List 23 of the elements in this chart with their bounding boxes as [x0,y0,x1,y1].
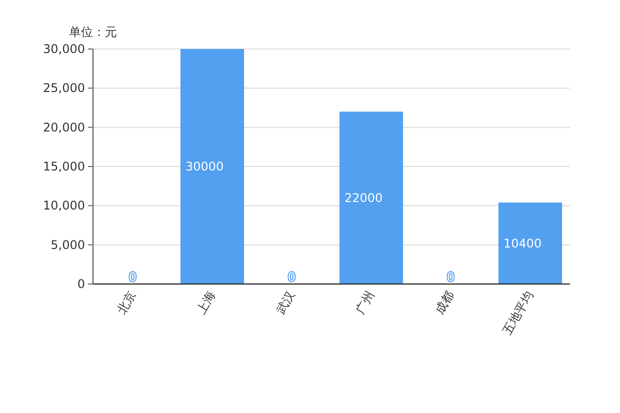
y-tick-label: 10,000 [43,198,85,213]
y-tick-label: 30,000 [43,42,85,56]
bar [498,202,562,284]
x-tick-label: 武汉 [274,288,298,316]
bar [180,49,244,284]
y-tick-label: 20,000 [43,120,85,134]
data-label: 0 [128,270,137,284]
y-tick-label: 15,000 [43,160,85,174]
x-tick-label: 北京 [114,288,139,316]
x-tick-label: 成都 [432,288,457,316]
data-label: 0 [446,270,455,284]
bar [339,112,404,284]
y-tick-label: 0 [77,277,85,291]
data-label: 0 [288,270,296,284]
x-tick-label: 广州 [353,288,378,316]
y-axis-title: 单位：元 [69,25,117,39]
x-tick-label: 上海 [194,288,218,316]
x-tick-label: 五地平均 [500,288,536,338]
y-tick-label: 5,000 [50,238,85,252]
data-label: 10400 [503,236,542,250]
data-label: 30000 [185,160,224,174]
data-label: 22000 [344,190,383,205]
y-tick-label: 25,000 [43,81,85,96]
